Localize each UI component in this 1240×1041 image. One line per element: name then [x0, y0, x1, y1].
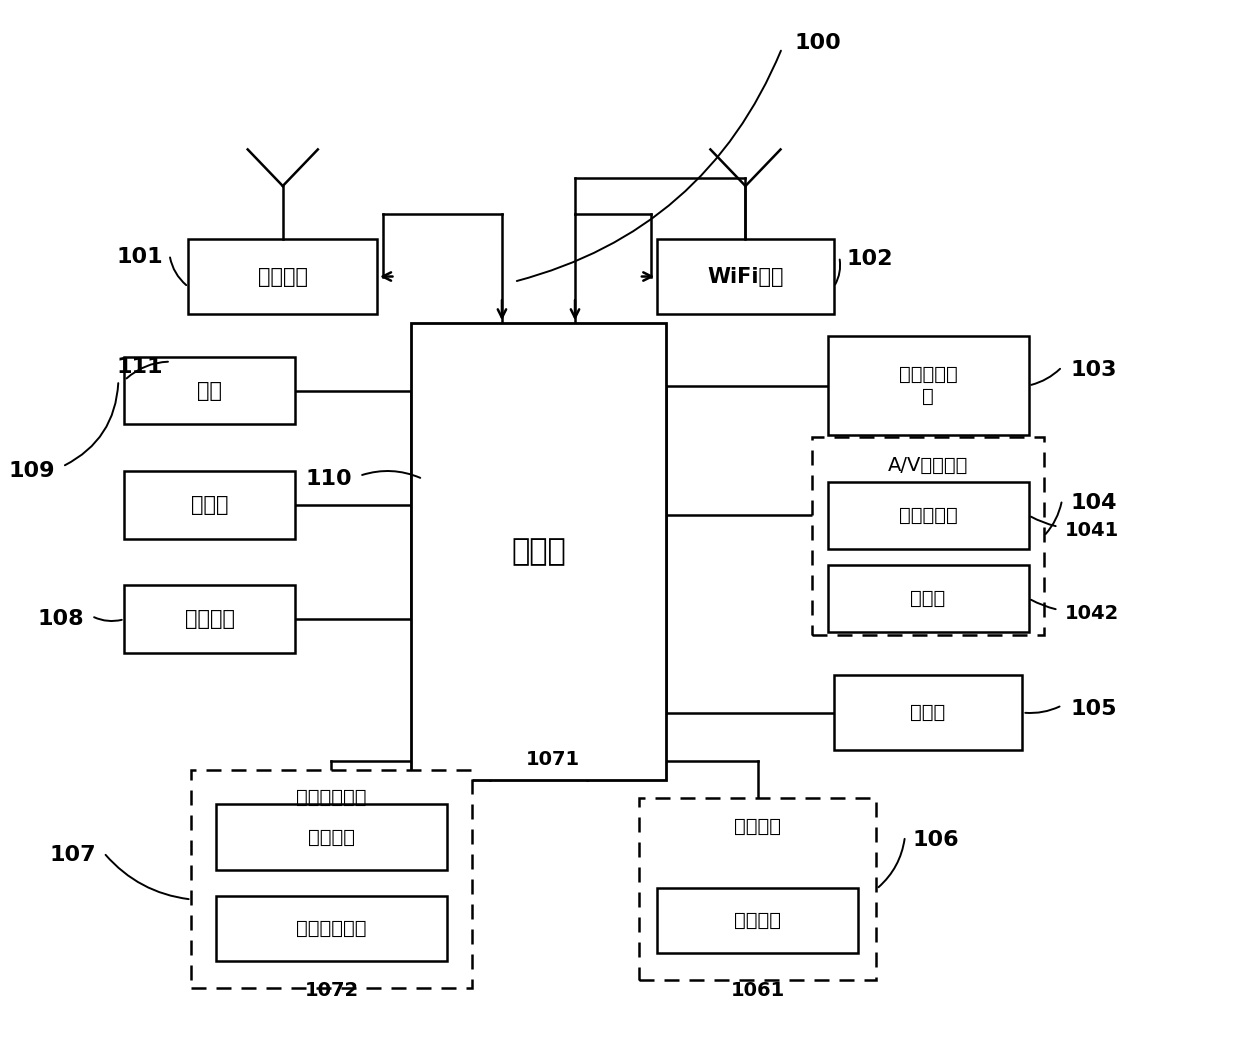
Text: 传感器: 传感器: [910, 703, 946, 722]
Text: 射频单元: 射频单元: [258, 266, 308, 286]
Text: 存储器: 存储器: [191, 494, 228, 515]
Text: 105: 105: [1070, 700, 1117, 719]
Text: 接口单元: 接口单元: [185, 609, 234, 629]
FancyBboxPatch shape: [657, 239, 833, 314]
FancyBboxPatch shape: [216, 896, 448, 961]
Text: 用户输入单元: 用户输入单元: [296, 788, 367, 808]
Text: 102: 102: [847, 249, 893, 269]
Text: A/V输入单元: A/V输入单元: [888, 456, 968, 475]
Text: 104: 104: [1070, 492, 1117, 513]
Text: 图形处理器: 图形处理器: [899, 506, 957, 525]
Text: 107: 107: [50, 845, 97, 865]
FancyBboxPatch shape: [657, 888, 858, 953]
Text: 麦克风: 麦克风: [910, 589, 946, 608]
Text: 触控面板: 触控面板: [308, 828, 355, 846]
FancyBboxPatch shape: [827, 336, 1028, 435]
Text: 108: 108: [37, 609, 84, 629]
Text: 1041: 1041: [1064, 522, 1118, 540]
Text: 电源: 电源: [197, 381, 222, 401]
FancyBboxPatch shape: [216, 805, 448, 870]
Text: 106: 106: [913, 831, 959, 850]
Text: 103: 103: [1070, 360, 1117, 380]
FancyBboxPatch shape: [124, 472, 295, 538]
Text: 1042: 1042: [1064, 605, 1118, 624]
FancyBboxPatch shape: [188, 239, 377, 314]
Text: 处理器: 处理器: [511, 537, 565, 566]
Text: 100: 100: [794, 33, 841, 53]
FancyBboxPatch shape: [124, 585, 295, 653]
Text: 110: 110: [305, 469, 352, 489]
FancyBboxPatch shape: [827, 482, 1028, 549]
Text: 109: 109: [9, 461, 55, 481]
Text: 音频输出单
元: 音频输出单 元: [899, 365, 957, 406]
FancyBboxPatch shape: [639, 798, 877, 980]
Text: 显示单元: 显示单元: [734, 817, 781, 836]
Text: 显示面板: 显示面板: [734, 911, 781, 930]
Text: 101: 101: [117, 247, 164, 266]
Text: 1061: 1061: [730, 982, 785, 1000]
FancyBboxPatch shape: [827, 564, 1028, 632]
Text: 其他输入设备: 其他输入设备: [296, 919, 367, 938]
Text: 111: 111: [117, 357, 164, 377]
FancyBboxPatch shape: [410, 324, 666, 780]
Text: 1071: 1071: [526, 750, 580, 769]
FancyBboxPatch shape: [812, 437, 1044, 635]
FancyBboxPatch shape: [124, 357, 295, 425]
FancyBboxPatch shape: [191, 769, 471, 988]
Text: WiFi模块: WiFi模块: [707, 266, 784, 286]
Text: 1072: 1072: [304, 982, 358, 1000]
FancyBboxPatch shape: [833, 676, 1023, 750]
